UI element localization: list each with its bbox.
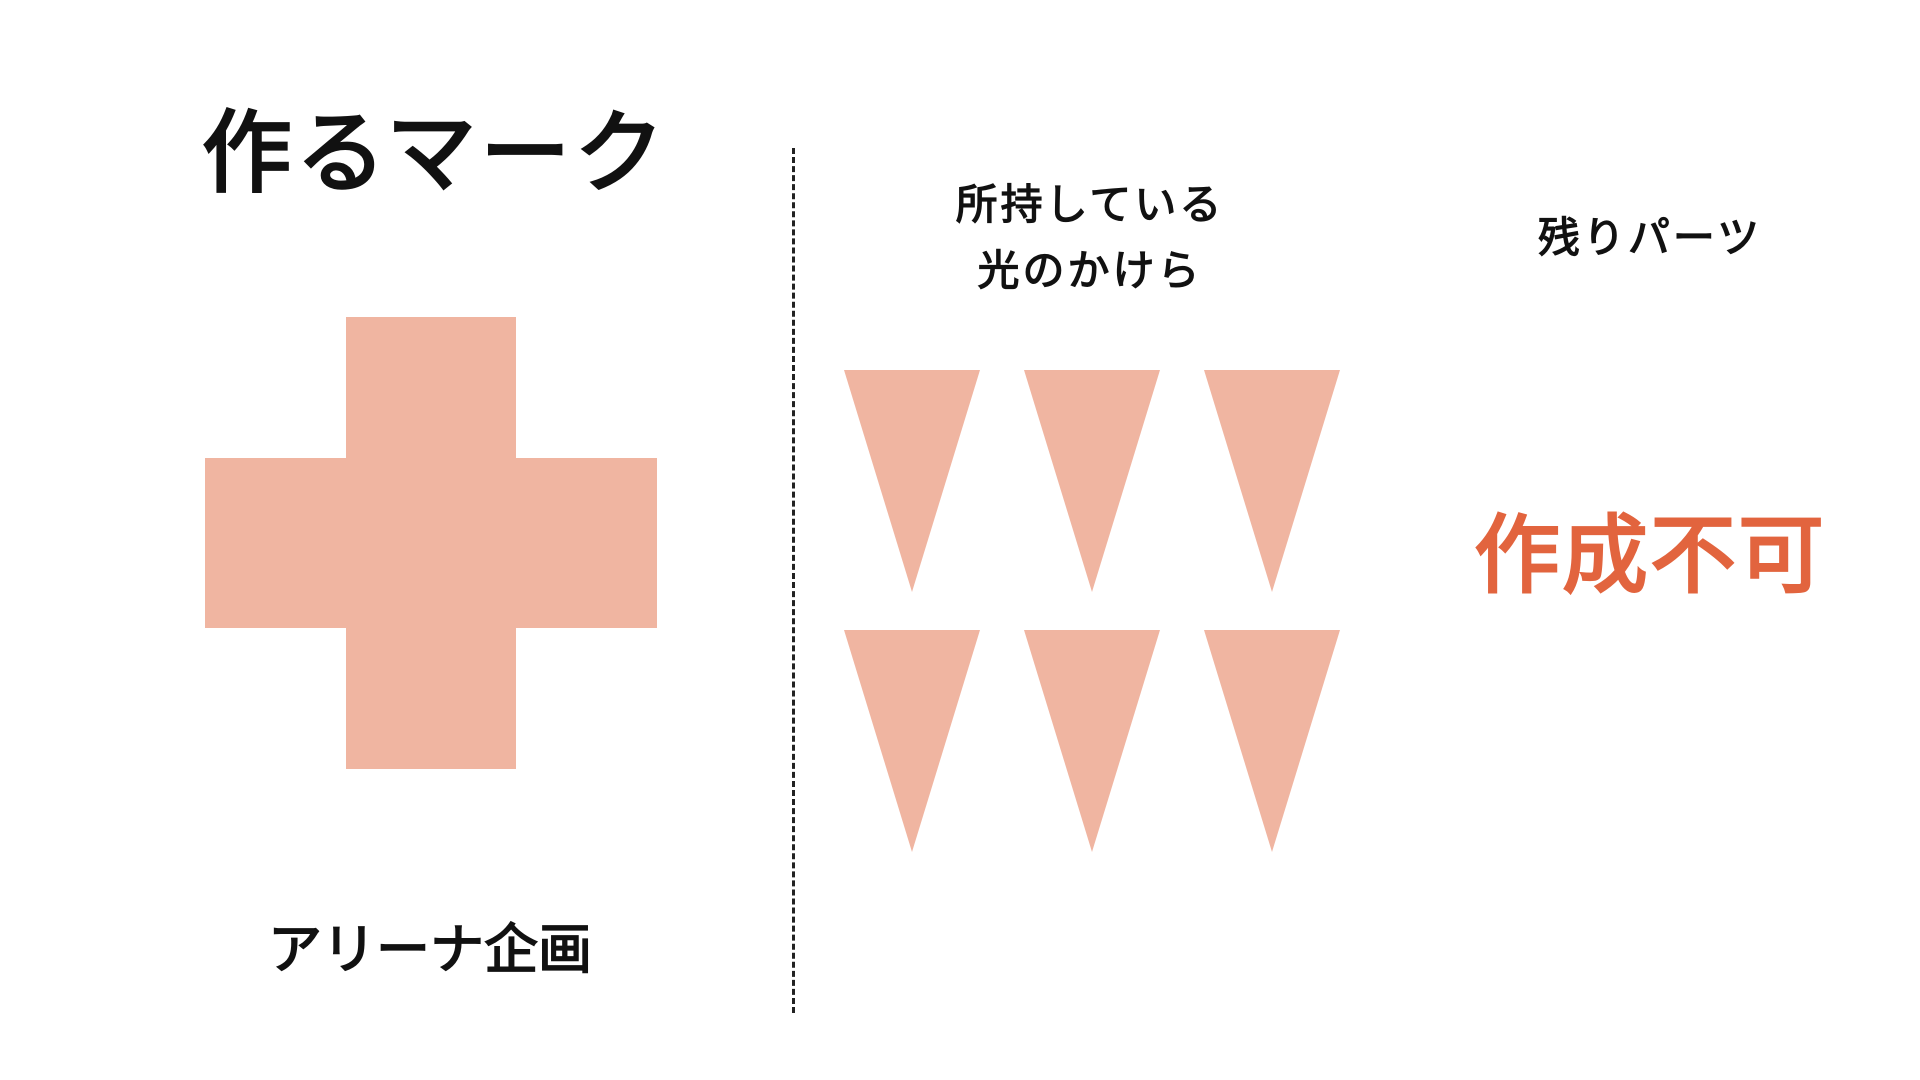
status-cannot-create: 作成不可 — [1474, 506, 1826, 606]
shard-icon — [844, 630, 980, 852]
owned-label-line1: 所持している — [955, 180, 1225, 229]
plus-cross-icon — [205, 317, 657, 769]
owned-shards-label: 所持している 光のかけら — [900, 172, 1280, 304]
shard-icon — [1204, 630, 1340, 852]
dashed-divider — [792, 148, 795, 1013]
shard-icon — [1024, 370, 1160, 592]
remaining-parts-label: 残りパーツ — [1537, 213, 1763, 262]
owned-label-line2: 光のかけら — [977, 246, 1203, 295]
shard-icon — [1204, 370, 1340, 592]
page-title: 作るマーク — [201, 101, 669, 206]
mark-caption: アリーナ企画 — [268, 918, 592, 981]
shard-icon — [1024, 630, 1160, 852]
shard-grid — [840, 370, 1350, 855]
shard-icon — [844, 370, 980, 592]
